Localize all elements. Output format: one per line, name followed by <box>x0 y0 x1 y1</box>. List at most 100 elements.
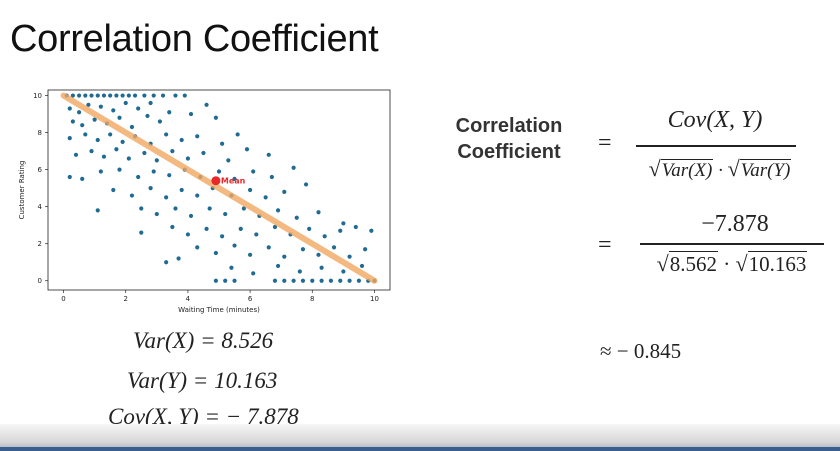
bottom-bar <box>0 424 840 451</box>
data-point <box>123 100 128 106</box>
x-tick-label: 8 <box>310 295 314 303</box>
data-point <box>319 265 324 270</box>
data-point <box>148 186 153 191</box>
data-point <box>226 158 231 163</box>
data-point <box>67 136 72 141</box>
sub-den-dot: · <box>723 252 731 276</box>
data-point <box>204 226 209 231</box>
data-point <box>95 137 100 143</box>
data-point <box>170 149 175 154</box>
data-point <box>310 278 315 283</box>
sqrt-icon: √ <box>656 251 669 276</box>
data-point <box>341 269 346 274</box>
data-point <box>151 93 156 98</box>
data-point <box>213 250 218 256</box>
data-point <box>316 252 321 257</box>
data-point <box>353 224 358 230</box>
sqrt-icon: √ <box>727 156 740 181</box>
data-point <box>347 254 352 259</box>
data-point <box>70 93 75 98</box>
data-point <box>300 247 306 252</box>
data-point <box>98 169 103 174</box>
data-point <box>142 93 147 98</box>
equals-sign-1: = <box>598 130 612 156</box>
x-tick-label: 6 <box>248 295 253 303</box>
data-point <box>170 224 175 230</box>
data-point <box>341 221 346 226</box>
data-point <box>369 228 374 233</box>
data-point <box>282 278 287 283</box>
data-point <box>251 271 256 276</box>
data-point <box>263 195 268 200</box>
sqrt-icon: √ <box>648 156 661 181</box>
data-point <box>132 93 138 98</box>
data-point <box>303 182 309 187</box>
y-tick-label: 4 <box>38 203 43 211</box>
data-point <box>251 169 256 174</box>
data-point <box>247 187 253 193</box>
data-point <box>254 232 259 237</box>
data-point <box>232 278 237 283</box>
data-point <box>216 169 222 174</box>
sqrt-icon: √ <box>735 251 748 276</box>
data-point <box>338 228 343 233</box>
data-point <box>195 134 200 139</box>
formula-numerator: Cov(X, Y) <box>667 107 763 133</box>
data-point <box>148 100 153 106</box>
data-point <box>83 132 88 137</box>
data-point <box>176 256 181 261</box>
formula-denominator: √Var(X) · √Var(Y) <box>630 156 810 182</box>
data-point <box>154 211 159 217</box>
data-point <box>363 247 368 252</box>
data-point <box>73 152 79 157</box>
x-tick-label: 0 <box>61 295 65 303</box>
data-point <box>157 119 163 124</box>
data-point <box>70 119 75 124</box>
formula-label-line2: Coefficient <box>457 141 561 163</box>
data-point <box>120 139 125 144</box>
data-point <box>136 174 141 180</box>
data-point <box>204 102 209 107</box>
data-point <box>139 206 144 211</box>
chart-canvas: 0 2 4 6 8 10 0 2 4 6 8 10 Waiting Time (minutes) Cust… <box>18 89 391 314</box>
data-point <box>108 132 113 137</box>
data-point <box>223 278 228 283</box>
sub-den-b: 10.163 <box>747 251 808 276</box>
slide-title: Correlation Coefficient <box>10 18 379 60</box>
data-point <box>101 93 107 98</box>
data-point <box>136 106 141 111</box>
sub-numerator: −7.878 <box>701 211 769 237</box>
data-point <box>207 206 212 211</box>
data-point <box>86 102 91 107</box>
data-point <box>76 110 82 115</box>
data-point <box>238 226 243 231</box>
data-point <box>80 123 85 128</box>
data-point <box>282 189 287 194</box>
data-point <box>160 93 166 98</box>
x-tick-label: 2 <box>123 295 127 303</box>
y-tick-label: 6 <box>38 166 43 174</box>
data-point <box>114 147 119 152</box>
data-point <box>338 278 343 283</box>
formula-label-line1: Correlation <box>455 115 563 137</box>
data-point <box>185 232 191 237</box>
data-point <box>275 263 281 269</box>
data-point <box>272 278 278 283</box>
data-point <box>164 260 169 265</box>
result-approx: ≈ − 0.845 <box>600 339 682 363</box>
sub-fraction-bar <box>640 243 824 245</box>
x-axis-label: Waiting Time (minutes) <box>178 306 260 314</box>
trend-line <box>60 92 378 284</box>
data-point <box>294 215 299 220</box>
data-point <box>145 113 150 119</box>
data-point <box>89 149 94 154</box>
data-point <box>117 115 122 120</box>
equals-sign-2: = <box>598 232 612 258</box>
data-point <box>179 187 184 193</box>
data-point <box>220 234 225 239</box>
data-point <box>185 156 191 161</box>
data-point <box>316 210 321 215</box>
data-point <box>347 278 352 283</box>
data-point <box>154 158 159 163</box>
data-point <box>201 150 206 156</box>
